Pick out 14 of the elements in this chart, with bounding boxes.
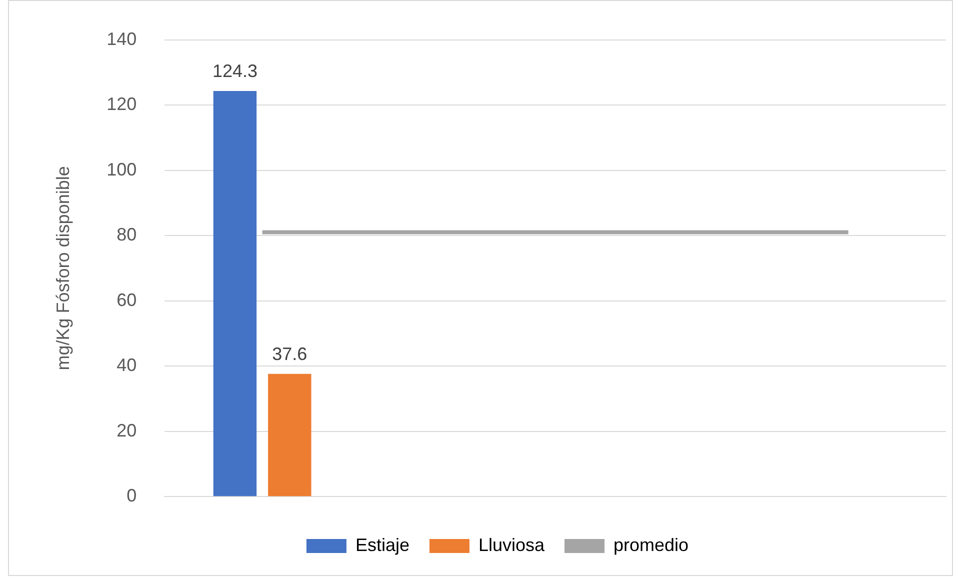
- y-axis-title: mg/Kg Fósforo disponible: [52, 166, 73, 370]
- data-label: 124.3: [212, 60, 258, 81]
- y-tick-label: 20: [116, 420, 137, 440]
- y-tick-label: 120: [106, 94, 137, 114]
- y-tick-label: 100: [106, 159, 137, 180]
- y-tick-label: 0: [126, 486, 137, 506]
- legend-label: Estiaje: [355, 534, 410, 555]
- legend-label: Lluviosa: [478, 534, 546, 555]
- legend-label: promedio: [614, 534, 689, 555]
- y-tick-label: 80: [116, 224, 137, 245]
- data-label: 37.6: [272, 344, 308, 364]
- y-tick-label: 60: [116, 290, 137, 310]
- y-tick-label: 140: [106, 28, 137, 49]
- y-tick-label: 40: [116, 355, 137, 376]
